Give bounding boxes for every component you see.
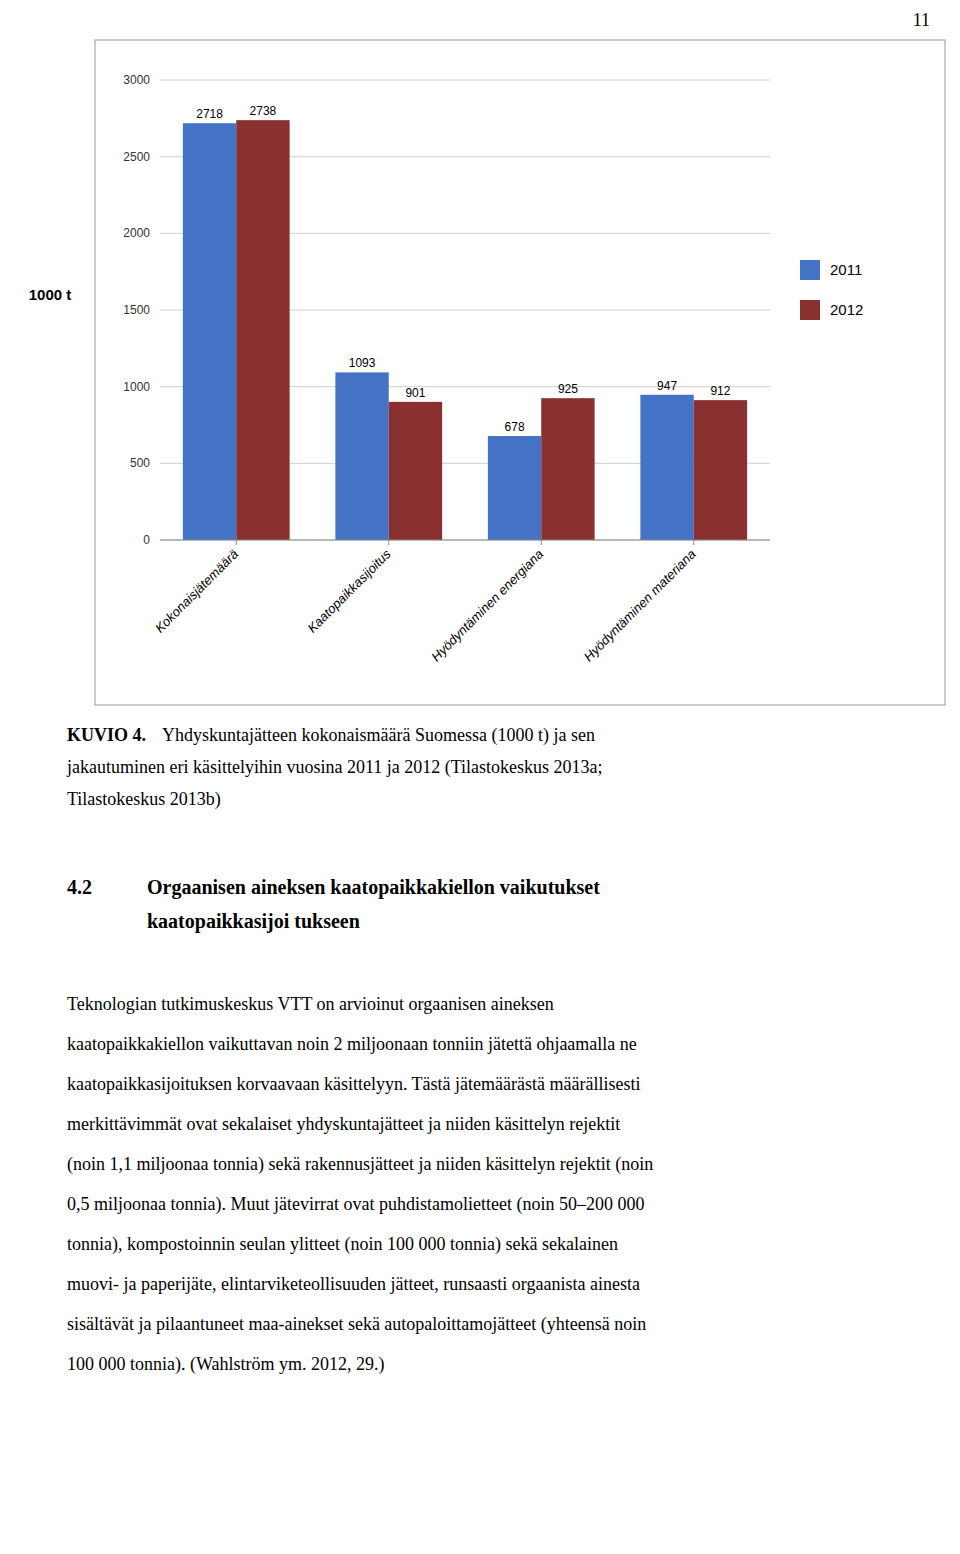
page: {"chart_data": {"type": "bar", "categori… [0, 0, 960, 1554]
bar [541, 398, 594, 540]
legend-swatch [800, 260, 820, 280]
body-line: Teknologian tutkimuskeskus VTT on arvioi… [67, 994, 554, 1015]
data-labels: 2718 1093 678 947 2738 901 925 912 [196, 104, 731, 434]
data-label: 1093 [349, 356, 376, 370]
body-line: merkittävimmät ovat sekalaiset yhdyskunt… [67, 1114, 620, 1135]
y-tick-label: 500 [130, 456, 150, 470]
y-tick-label: 3000 [123, 73, 150, 87]
body-line: kaatopaikkakiellon vaikuttavan noin 2 mi… [67, 1034, 637, 1055]
bar [488, 436, 541, 540]
page-number: 11 [913, 10, 930, 31]
x-tick-label: Hyödyntäminen energiana [428, 546, 546, 664]
y-tick-label: 0 [143, 533, 150, 547]
legend-label: 2012 [830, 301, 863, 318]
chart-frame [95, 40, 945, 705]
body-line: kaatopaikkasijoituksen korvaavaan käsitt… [67, 1074, 640, 1095]
heading-line: kaatopaikkasijoi tukseen [147, 910, 360, 933]
legend-label: 2011 [830, 261, 862, 278]
bar [183, 123, 236, 540]
bar [236, 120, 289, 540]
x-tick-label: Hyödyntäminen materiana [581, 546, 699, 664]
bar [335, 372, 388, 540]
x-tick [541, 540, 542, 545]
data-label: 2738 [250, 104, 277, 118]
data-label: 901 [405, 386, 425, 400]
x-axis-line [160, 540, 770, 541]
x-axis: Kokonaisjätemäärä Kaatopaikkasijoitus Hyöd… [152, 540, 770, 664]
legend: 2011 2012 [800, 260, 863, 320]
y-axis-label: 1000 t [29, 286, 72, 303]
grid-line [160, 540, 770, 541]
bars [183, 120, 747, 540]
caption-line: Yhdyskuntajätteen kokonaismäärä Suomessa… [162, 725, 595, 746]
grid-line [160, 80, 770, 81]
bar [389, 402, 442, 540]
body-line: sisältävät ja pilaantuneet maa-ainekset … [67, 1314, 646, 1335]
x-tick-label: Kaatopaikkasijoitus [304, 546, 394, 636]
body-line: 0,5 miljoonaa tonnia). Muut jätevirrat o… [67, 1194, 644, 1215]
body-line: muovi- ja paperijäte, elintarviketeollis… [67, 1274, 640, 1295]
data-label: 912 [710, 384, 730, 398]
x-tick [693, 540, 694, 545]
y-tick-label: 2500 [123, 150, 150, 164]
caption-label: KUVIO 4. [67, 725, 146, 746]
legend-swatch [800, 300, 820, 320]
data-label: 678 [505, 420, 525, 434]
y-axis: 0 500 1000 1500 2000 2500 3000 [123, 73, 770, 547]
x-tick-label: Kokonaisjätemäärä [152, 546, 241, 635]
caption-line: Tilastokeskus 2013b) [67, 789, 221, 810]
bar [640, 395, 693, 540]
heading-line: Orgaanisen aineksen kaatopaikkakiellon v… [147, 876, 600, 899]
heading-number: 4.2 [67, 876, 92, 899]
y-tick-label: 2000 [123, 226, 150, 240]
body-line: (noin 1,1 miljoonaa tonnia) sekä rakennu… [67, 1154, 653, 1175]
x-tick [388, 540, 389, 545]
y-tick-label: 1000 [123, 380, 150, 394]
body-line: tonnia), kompostoinnin seulan ylitteet (… [67, 1234, 618, 1255]
data-label: 925 [558, 382, 578, 396]
x-tick [236, 540, 237, 545]
data-label: 2718 [196, 107, 223, 121]
bar [694, 400, 747, 540]
data-label: 947 [657, 379, 677, 393]
y-tick-label: 1500 [123, 303, 150, 317]
chart: 0 500 1000 1500 2000 2500 3000 1000 t 2718 1093 67… [0, 0, 960, 715]
body-line: 100 000 tonnia). (Wahlström ym. 2012, 29… [67, 1354, 385, 1375]
caption-line: jakautuminen eri käsittelyihin vuosina 2… [67, 757, 603, 778]
